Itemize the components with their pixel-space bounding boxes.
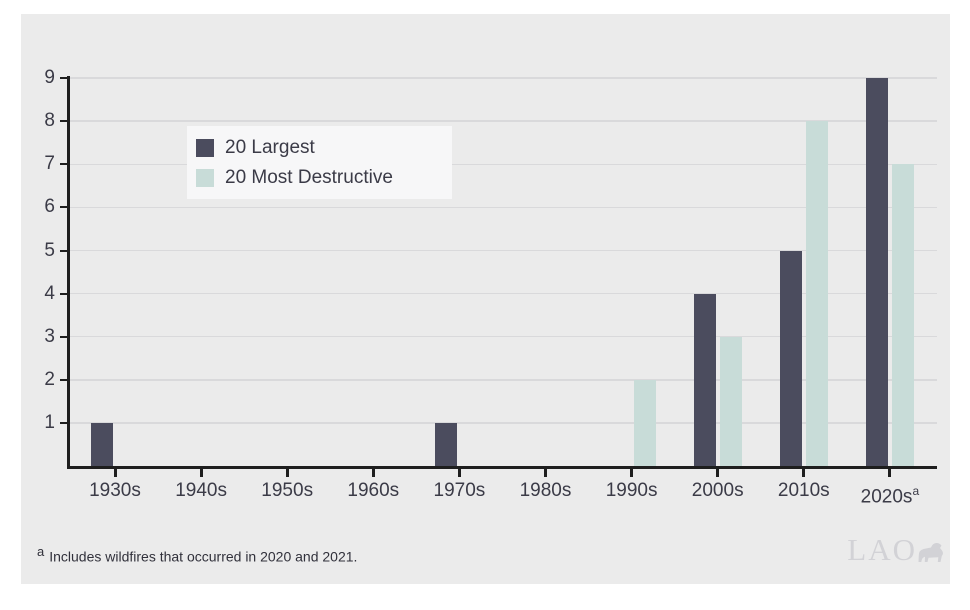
bar-destructive-2000s [719,336,742,466]
bar-largest-2020s [865,78,888,466]
legend-item-largest: 20 Largest [196,136,452,158]
x-tick-2020s [888,466,892,477]
y-tick-1 [60,421,67,424]
x-label-superscript: a [912,484,920,498]
gridline-7 [70,163,937,166]
plot-area: 1 2 3 4 5 6 7 8 9 1930s 1940s 1950s 1960s 1970s 1980s 1… [21,14,950,584]
x-tick-1930s [113,466,117,477]
bar-largest-1970s [435,422,458,466]
x-tick-label-1930s: 1930s [89,480,141,501]
y-tick-2 [60,378,67,381]
x-tick-label-2000s: 2000s [691,480,744,501]
y-tick-5 [60,249,67,252]
y-tick-label-7: 7 [44,153,55,175]
bar-largest-2000s [693,293,716,466]
lao-watermark: LAO [847,533,945,567]
x-tick-1970s [457,466,461,477]
gridline-9 [70,77,937,79]
footnote-marker: a [37,544,45,559]
x-tick-2000s [716,466,720,477]
gridline-5 [70,249,937,252]
bear-icon [918,542,943,562]
x-tick-label-1970s: 1970s [433,480,486,501]
legend-item-destructive: 20 Most Destructive [196,166,452,188]
legend-label-destructive: 20 Most Destructive [225,166,393,188]
y-tick-7 [60,163,67,166]
legend-swatch-largest [196,138,214,157]
bar-largest-2010s [779,250,802,466]
y-tick-label-1: 1 [44,411,55,433]
y-tick-label-6: 6 [44,196,55,218]
x-tick-1990s [630,466,634,477]
y-tick-4 [60,292,67,295]
chart-legend: 20 Largest 20 Most Destructive [187,126,452,199]
x-tick-label-2020s: 2020sa [860,484,920,508]
y-axis-line [67,76,70,466]
gridline-2 [70,379,937,381]
y-tick-label-8: 8 [44,110,55,132]
x-tick-1960s [371,466,375,477]
chart-footnote: a Includes wildfires that occurred in 202… [37,544,357,565]
x-tick-label-1980s: 1980s [519,480,572,501]
x-tick-label-1950s: 1950s [261,480,314,501]
gridline-3 [70,335,937,338]
legend-label-largest: 20 Largest [225,136,315,158]
x-tick-2010s [802,466,806,477]
bar-destructive-1990s [633,379,656,466]
bar-destructive-2010s [805,121,828,466]
y-tick-label-9: 9 [44,67,55,89]
x-tick-1950s [285,466,289,477]
y-tick-label-2: 2 [44,368,55,390]
x-tick-1940s [199,466,203,477]
x-tick-label-1940s: 1940s [175,480,227,501]
gridline-6 [70,206,937,209]
y-tick-8 [60,120,67,123]
x-tick-label-1960s: 1960s [347,480,400,501]
chart-panel: 1 2 3 4 5 6 7 8 9 1930s 1940s 1950s 1960s 1970s 1980s 1… [21,14,950,584]
y-tick-label-4: 4 [44,282,55,304]
bar-destructive-2020s [891,164,914,466]
legend-swatch-destructive [196,168,214,187]
y-tick-6 [60,206,67,209]
bar-largest-1930s [91,422,113,466]
gridline-8 [70,120,937,122]
x-axis-line [67,466,937,469]
footnote-text: Includes wildfires that occurred in 2020… [49,548,358,565]
y-tick-label-5: 5 [44,239,55,261]
gridline-1 [70,422,937,424]
lao-watermark-text: LAO [847,532,917,567]
gridline-4 [70,292,937,295]
x-tick-label-1990s: 1990s [605,480,658,501]
y-tick-3 [60,335,67,338]
y-tick-9 [60,77,67,80]
x-tick-label-2010s: 2010s [777,480,830,501]
x-tick-1980s [544,466,547,477]
y-tick-label-3: 3 [44,325,55,347]
